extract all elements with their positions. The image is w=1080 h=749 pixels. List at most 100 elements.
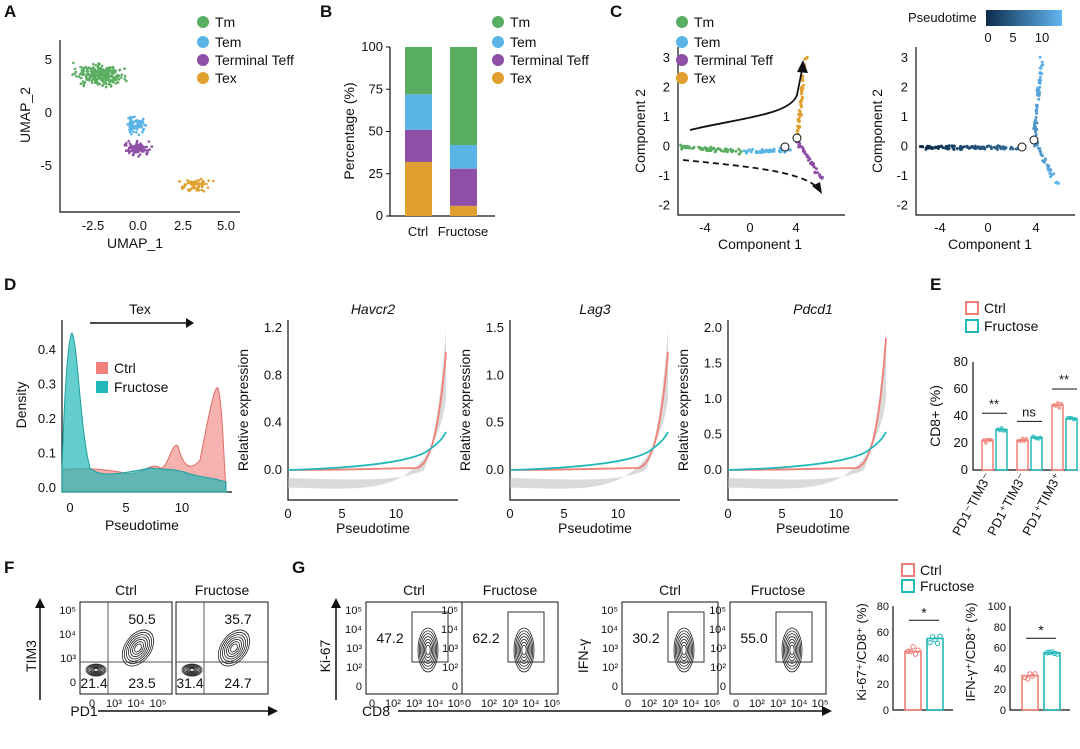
expression-ytick: 1.5 <box>704 356 722 371</box>
legend-tex: Tex <box>510 70 532 86</box>
umap-point <box>72 61 75 65</box>
g-bar-ctrl <box>1021 674 1039 711</box>
contour-line <box>224 636 244 660</box>
umap-point <box>94 64 98 67</box>
b-bar-segment-terminal-teff <box>405 129 432 162</box>
g-ytick: 0 <box>452 681 458 693</box>
f-plot-title: Ctrl <box>115 582 137 598</box>
expression-ylabel: Relative expression <box>675 349 691 471</box>
trajectory-point <box>803 57 807 61</box>
contour-line <box>130 638 146 658</box>
g-ytick: 10² <box>710 662 726 674</box>
g-xtick: 0 <box>465 698 471 710</box>
g-xtick: 10⁴ <box>427 698 444 710</box>
a-ytick: -5 <box>40 158 52 173</box>
trajectory-point <box>701 147 705 151</box>
g-gate <box>507 611 545 663</box>
g-xtick: 10² <box>385 698 401 710</box>
c-xlabel: Component 1 <box>718 236 802 252</box>
umap-point <box>88 77 91 80</box>
expression-xtick: 0 <box>506 506 513 521</box>
umap-point <box>150 145 154 148</box>
contour-line <box>424 641 432 659</box>
g-bar2-ylabel: IFN-γ⁺/CD8⁺ (%) <box>963 603 978 702</box>
d-xtick: 0 <box>66 500 73 515</box>
expression-line-ctrl <box>287 351 447 471</box>
contour-line <box>680 641 688 659</box>
g-ytick: 10⁴ <box>601 624 618 636</box>
trajectory-point <box>1035 105 1039 109</box>
umap-point <box>138 121 142 125</box>
expression-plot-lag3: Lag3 0.0 0.5 1.0 1.5 Relative expression 0 5 10P… <box>457 301 680 536</box>
umap-point <box>124 141 128 145</box>
umap-point <box>79 76 83 80</box>
g-xtick: 10² <box>481 698 497 710</box>
trajectory-point <box>978 146 982 150</box>
umap-point <box>144 124 148 127</box>
trajectory-point <box>926 144 930 148</box>
pseudotime-colorbar <box>986 10 1062 26</box>
umap-point <box>85 73 89 76</box>
umap-point <box>131 124 134 127</box>
umap-point <box>103 76 106 80</box>
umap-point <box>195 189 199 192</box>
c-ytick: -2 <box>658 198 670 213</box>
expression-xtick: 10 <box>829 506 843 521</box>
trajectory-point <box>698 146 702 150</box>
trajectory-point <box>707 148 710 152</box>
umap-point <box>120 76 123 79</box>
umap-point <box>98 76 102 80</box>
expression-xtick: 10 <box>389 506 403 521</box>
trajectory-point <box>955 147 959 151</box>
legend-swatch-ctrl <box>965 301 979 315</box>
umap-point <box>192 183 195 186</box>
umap-point <box>139 119 143 123</box>
contour-line <box>92 667 100 673</box>
umap-point <box>123 67 126 70</box>
trajectory-point <box>797 126 801 130</box>
trajectory-point <box>1015 147 1018 151</box>
trajectory-point <box>800 105 803 109</box>
trajectory-point <box>719 149 723 153</box>
trajectory-point <box>800 90 804 94</box>
g-bar-chart-G1: 0 20 40 60 80 * <box>877 601 953 717</box>
expression-ytick: 0.5 <box>486 415 504 430</box>
trajectory-point <box>797 118 801 121</box>
umap-point <box>109 66 112 69</box>
panel-letter-f: F <box>4 558 14 577</box>
trajectory-point <box>709 145 713 149</box>
panel-letter-a: A <box>4 2 16 21</box>
f-xlabel: PD1 <box>70 703 97 719</box>
umap-point <box>82 84 86 88</box>
trajectory-point <box>802 83 806 87</box>
umap-point <box>128 121 132 124</box>
umap-point <box>148 148 151 151</box>
umap-point <box>129 125 132 129</box>
c-scatter-right <box>918 55 1060 185</box>
legend-swatch-teff <box>676 54 688 66</box>
trajectory-point <box>722 149 726 153</box>
d-xtick: 5 <box>122 500 129 515</box>
b-bar-segment-terminal-teff <box>450 168 477 206</box>
trajectory-point <box>965 145 968 149</box>
c-ytick: 0 <box>901 139 908 154</box>
umap-point <box>142 150 145 153</box>
g-xtick: 0 <box>733 698 739 710</box>
b-ytick: 100 <box>361 39 383 54</box>
expression-ytick: 1.0 <box>486 367 504 382</box>
panel-f-flow: Ctrl 50.5 21.4 23.5 Fructose 35.7 31.4 24.7 10⁵ 1… <box>23 582 278 719</box>
g-plot-frame <box>621 601 719 695</box>
umap-point <box>97 74 101 78</box>
b-xtick: Fructose <box>438 224 489 239</box>
b-ytick: 25 <box>369 166 383 181</box>
d-density-ytick: 0.2 <box>38 411 56 426</box>
umap-point <box>101 69 104 73</box>
expression-axes <box>287 320 458 501</box>
f-ytick: 10⁵ <box>59 605 76 617</box>
umap-point <box>101 73 105 77</box>
f-plot-frame <box>79 601 173 695</box>
umap-point <box>123 77 127 81</box>
trajectory-point <box>712 146 716 150</box>
